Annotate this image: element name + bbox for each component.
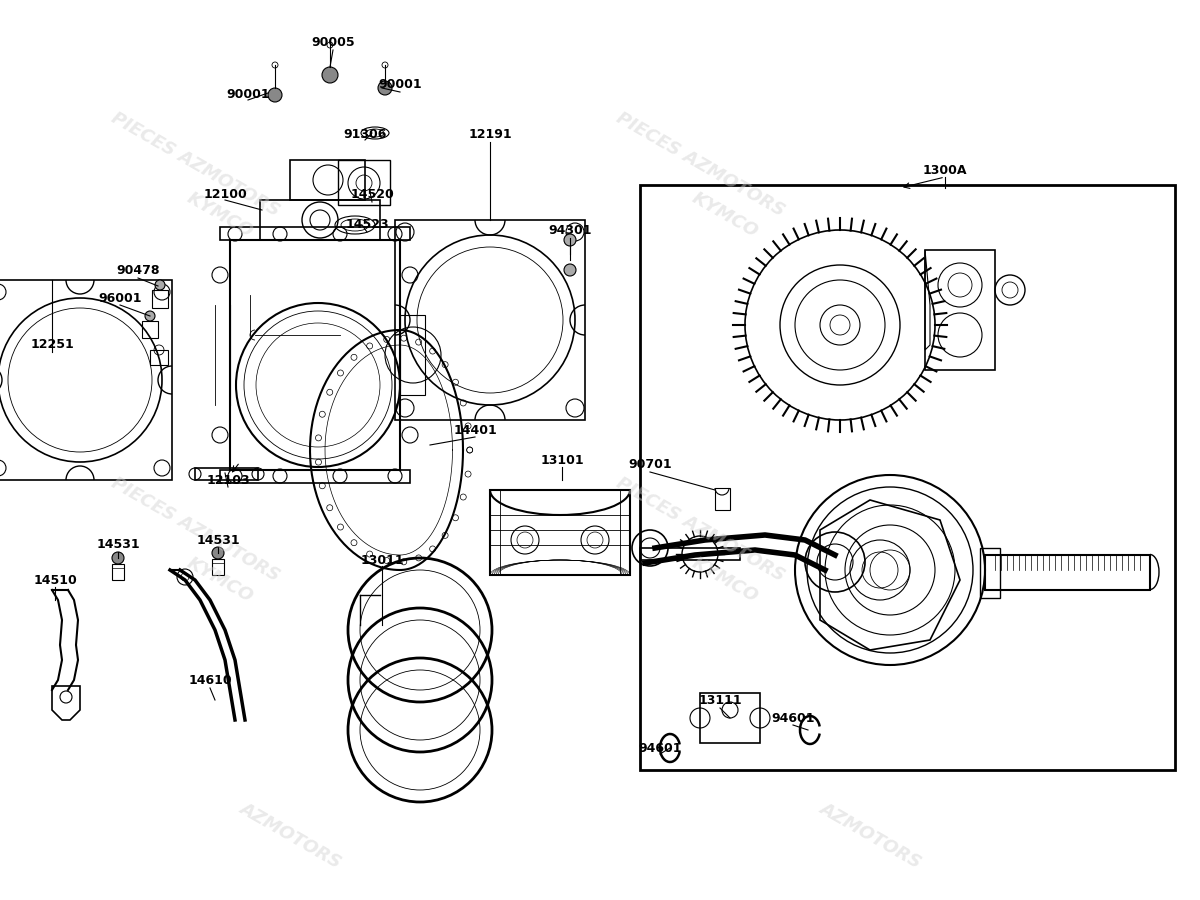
Text: 14531: 14531 (96, 538, 140, 552)
Text: PIECES AZMOTORS: PIECES AZMOTORS (613, 474, 787, 586)
Text: 90478: 90478 (116, 264, 160, 276)
Text: 14401: 14401 (454, 424, 497, 436)
Text: 12103: 12103 (206, 473, 250, 487)
Text: 94301: 94301 (548, 223, 592, 237)
Text: 90001: 90001 (226, 88, 270, 102)
Text: 90005: 90005 (311, 35, 355, 49)
Text: PIECES AZMOTORS: PIECES AZMOTORS (108, 110, 282, 220)
Text: 90001: 90001 (378, 78, 422, 92)
Text: 1300A: 1300A (923, 164, 967, 176)
Circle shape (564, 234, 576, 246)
Text: AZMOTORS: AZMOTORS (236, 798, 344, 871)
Text: 14531: 14531 (196, 534, 240, 546)
Circle shape (145, 311, 155, 321)
Text: 90701: 90701 (628, 458, 672, 472)
Circle shape (212, 547, 224, 559)
Circle shape (268, 88, 282, 102)
Circle shape (112, 552, 124, 564)
Text: 94601: 94601 (638, 742, 682, 754)
Text: KYMCO: KYMCO (689, 189, 761, 241)
Text: 13111: 13111 (698, 694, 742, 706)
Text: 96001: 96001 (98, 292, 142, 304)
Text: AZMOTORS: AZMOTORS (816, 798, 924, 871)
Text: 14610: 14610 (188, 673, 232, 687)
Text: KYMCO: KYMCO (184, 189, 257, 241)
Text: PIECES AZMOTORS: PIECES AZMOTORS (108, 474, 282, 586)
Circle shape (378, 81, 392, 95)
Text: 94601: 94601 (772, 712, 815, 724)
Text: KYMCO: KYMCO (184, 554, 257, 606)
Text: KYMCO: KYMCO (689, 554, 761, 606)
Text: 91306: 91306 (343, 129, 386, 141)
Text: 14520: 14520 (350, 188, 394, 202)
Text: 14523: 14523 (346, 219, 389, 231)
Circle shape (564, 264, 576, 276)
Text: 12251: 12251 (30, 338, 74, 352)
Text: 14510: 14510 (34, 573, 77, 587)
Text: 13101: 13101 (540, 454, 584, 466)
Text: 12191: 12191 (468, 129, 512, 141)
Text: 12100: 12100 (203, 188, 247, 202)
Text: PIECES AZMOTORS: PIECES AZMOTORS (613, 110, 787, 220)
Circle shape (155, 280, 166, 290)
Text: 13011: 13011 (360, 554, 404, 566)
Circle shape (322, 67, 338, 83)
